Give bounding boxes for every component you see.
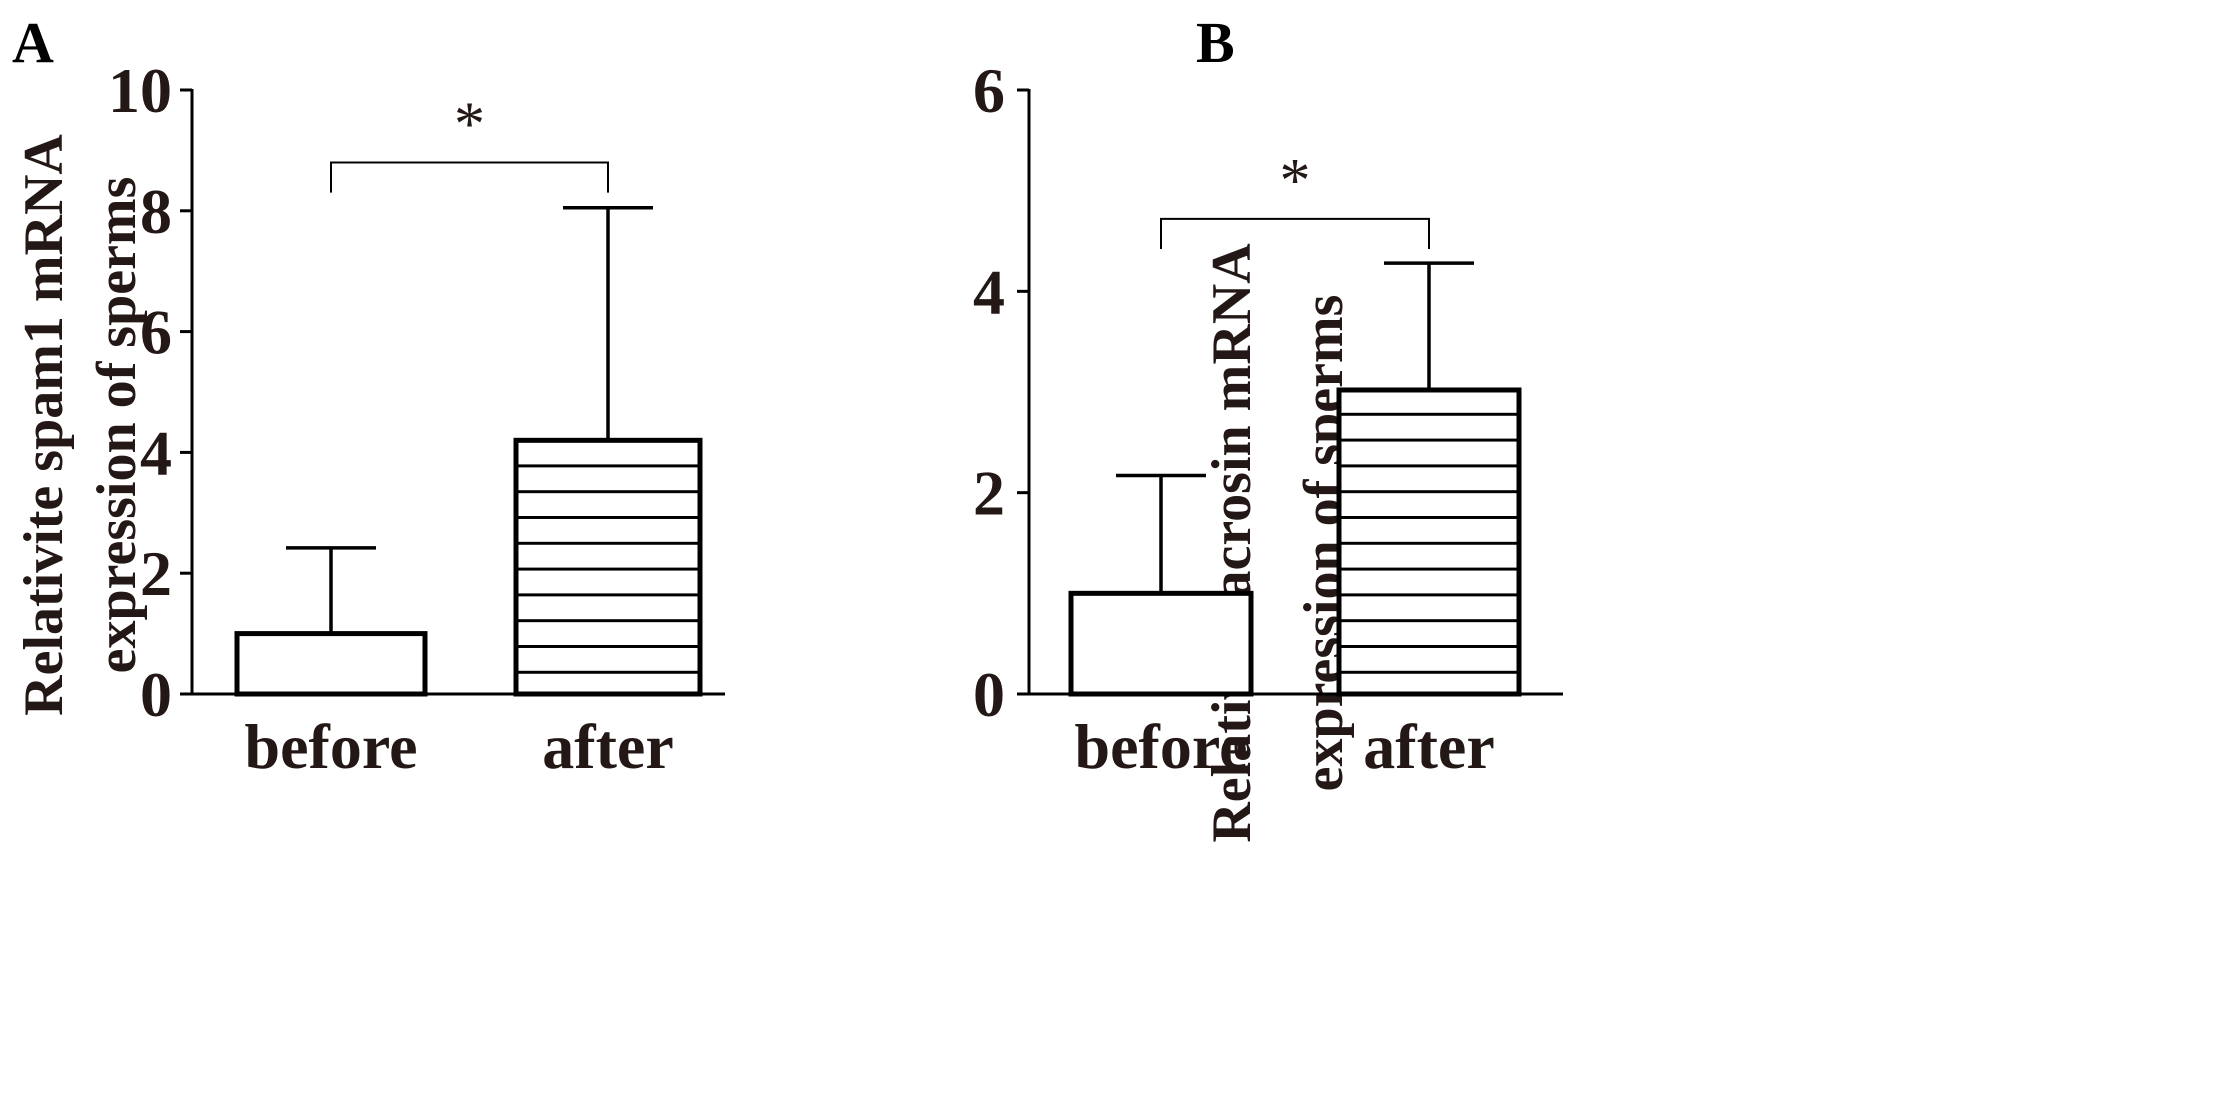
panel-a-bar-before <box>234 631 428 697</box>
panel-b-bar-after <box>1336 387 1522 697</box>
panel-b-category-label-before: before <box>1075 711 1248 782</box>
panel-a-category-label-after: after <box>542 711 673 782</box>
panel-a-y-tick-label: 0 <box>140 659 172 730</box>
panel-b-ylabel-line1: Relativite acrosin mRNA <box>1201 243 1263 843</box>
panel-b-bar-before <box>1068 590 1254 697</box>
panel-b-letter: B <box>1196 10 1235 75</box>
panel-b: B Relativite acrosin mRNA expression of … <box>973 10 1563 843</box>
panel-b-y-tick-label: 0 <box>973 659 1005 730</box>
panel-b-significance-star: * <box>1280 147 1311 215</box>
panel-a-ylabel-2: expression of sperms <box>86 177 148 674</box>
panel-a-y-tick-label: 2 <box>140 538 172 609</box>
panel-a-ylabel: Relativite spam1 mRNA <box>13 134 75 716</box>
panel-a-significance-bracket <box>330 161 609 193</box>
panel-b-y-tick-label: 6 <box>973 55 1005 126</box>
panel-a-ylabel-line2: expression of sperms <box>86 177 148 674</box>
panel-a-category-label-before: before <box>245 711 418 782</box>
panel-b-significance-bracket <box>1160 217 1430 250</box>
panel-a: A Relativite spam1 mRNA expression of sp… <box>12 10 725 782</box>
panel-a-y-tick-label: 8 <box>140 176 172 247</box>
panel-a-significance-star: * <box>454 90 485 158</box>
panel-b-y-tick-label: 2 <box>973 458 1005 529</box>
panel-a-y-tick-label: 4 <box>140 417 172 488</box>
panel-a-bar-after <box>513 437 703 697</box>
panel-a-y-tick-label: 6 <box>140 297 172 368</box>
panel-b-plot: 0 2 4 6 before after * <box>973 55 1563 782</box>
panel-b-ylabel: Relativite acrosin mRNA <box>1201 243 1263 843</box>
panel-b-y-tick-label: 4 <box>973 256 1005 327</box>
panel-a-letter: A <box>12 10 54 75</box>
panel-a-y-tick-label: 10 <box>108 55 172 126</box>
panel-b-category-label-after: after <box>1363 711 1494 782</box>
panel-a-plot: 0 2 4 6 8 10 before after * <box>108 55 725 782</box>
panel-a-ylabel-line1: Relativite spam1 mRNA <box>13 134 75 716</box>
